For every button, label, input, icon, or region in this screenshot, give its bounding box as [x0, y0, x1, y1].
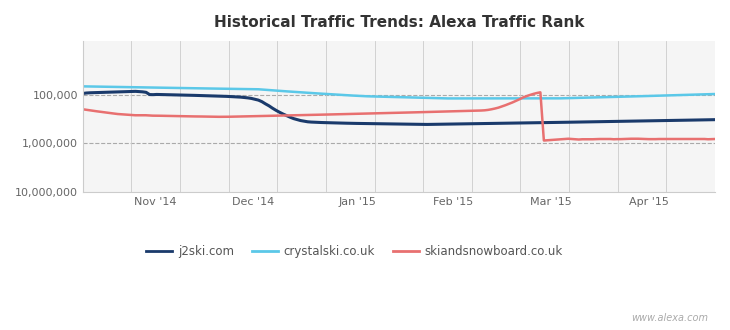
Text: www.alexa.com: www.alexa.com	[631, 314, 708, 323]
Legend: j2ski.com, crystalski.co.uk, skiandsnowboard.co.uk: j2ski.com, crystalski.co.uk, skiandsnowb…	[142, 241, 568, 263]
Title: Historical Traffic Trends: Alexa Traffic Rank: Historical Traffic Trends: Alexa Traffic…	[214, 15, 584, 30]
